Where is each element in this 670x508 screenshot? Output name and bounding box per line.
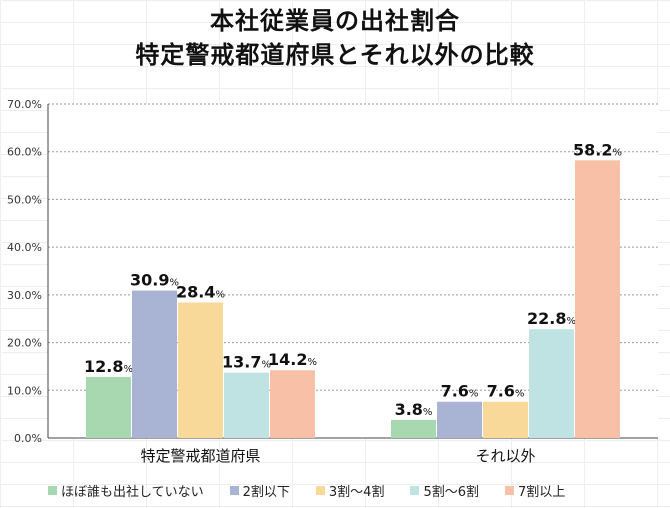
legend-item: ほぼ誰も出社していない xyxy=(48,481,204,500)
y-tick-label: 10.0% xyxy=(7,384,42,397)
legend-item: 2割以下 xyxy=(229,481,290,500)
bar xyxy=(437,401,482,438)
legend-label: 7割以上 xyxy=(518,484,566,500)
data-label: 3.8% xyxy=(395,400,433,419)
legend-swatch xyxy=(315,485,325,495)
legend-swatch xyxy=(505,485,514,495)
legend-swatch xyxy=(410,485,420,495)
bar xyxy=(270,370,315,438)
data-label: 58.2% xyxy=(573,140,622,159)
legend-label: 2割以下 xyxy=(242,484,290,500)
bar xyxy=(575,160,620,438)
chart-title: 本社従業員の出社割合 特定警戒都道府県とそれ以外の比較 xyxy=(0,4,670,72)
x-tick-label: それ以外 xyxy=(475,447,535,465)
y-tick-label: 0.0% xyxy=(14,432,42,445)
y-tick-label: 20.0% xyxy=(7,337,42,350)
data-label: 13.7% xyxy=(222,353,271,372)
bar xyxy=(529,329,574,438)
data-label: 12.8% xyxy=(84,357,133,376)
x-tick-label: 特定警戒都道府県 xyxy=(140,447,260,465)
data-label: 7.6% xyxy=(487,382,525,401)
bar xyxy=(132,290,177,438)
chart-title-line2: 特定警戒都道府県とそれ以外の比較 xyxy=(135,41,535,69)
data-label: 22.8% xyxy=(527,309,576,328)
y-tick-label: 50.0% xyxy=(7,193,42,206)
y-tick-label: 60.0% xyxy=(7,146,42,159)
legend-swatch xyxy=(229,485,239,495)
data-label: 30.9% xyxy=(130,271,179,290)
y-tick-label: 70.0% xyxy=(7,98,42,111)
bar xyxy=(86,376,131,438)
legend-label: ほぼ誰も出社していない xyxy=(61,484,204,500)
legend-label: 5割〜6割 xyxy=(423,484,479,500)
bar xyxy=(178,302,223,438)
y-tick-label: 40.0% xyxy=(7,241,42,254)
data-label: 28.4% xyxy=(176,282,225,301)
legend-swatch xyxy=(48,485,57,495)
y-tick-label: 30.0% xyxy=(7,289,42,302)
legend-label: 3割〜4割 xyxy=(328,484,385,500)
legend-item: 3割〜4割 xyxy=(315,481,385,500)
bar xyxy=(483,401,528,438)
data-label: 7.6% xyxy=(441,382,479,401)
chart-title-line1: 本社従業員の出社割合 xyxy=(210,7,460,35)
data-label: 14.2% xyxy=(268,350,317,369)
bar xyxy=(224,372,269,438)
legend: ほぼ誰も出社していない 2割以下 3割〜4割 5割〜6割 7割以上 xyxy=(48,480,668,500)
legend-item: 5割〜6割 xyxy=(410,481,479,500)
legend-item: 7割以上 xyxy=(505,481,565,500)
bar xyxy=(391,419,436,438)
